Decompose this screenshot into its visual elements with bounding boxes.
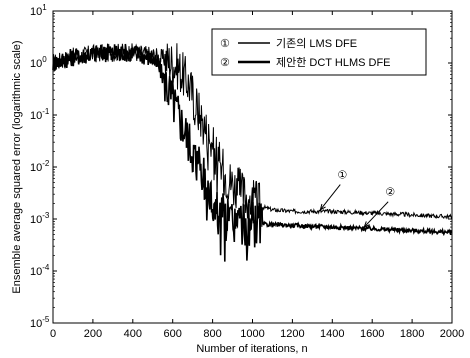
x-tick-label-6: 1200 bbox=[280, 328, 304, 340]
x-tick-label-4: 800 bbox=[203, 328, 221, 340]
annotation-arrowhead-2 bbox=[363, 221, 370, 228]
legend-label-1: 기존의 LMS DFE bbox=[276, 37, 357, 50]
x-tick-label-8: 1600 bbox=[360, 328, 384, 340]
legend-label-2: 제안한 DCT HLMS DFE bbox=[276, 56, 391, 69]
tick-group: 0 200 400 600 800 1000 1200 1400 1600 1800 2000 10-… bbox=[30, 3, 464, 340]
x-tick-label-2: 400 bbox=[124, 328, 142, 340]
y-tick-label-6: 101 bbox=[30, 3, 47, 18]
y-tick-label-5: 100 bbox=[30, 55, 47, 70]
y-tick-label-3: 10-2 bbox=[30, 159, 50, 174]
legend-box bbox=[211, 28, 427, 76]
y-tick-label-4: 10-1 bbox=[30, 107, 50, 122]
annotation-arrow-1 bbox=[319, 184, 341, 211]
x-tick-label-5: 1000 bbox=[240, 328, 264, 340]
x-tick-label-3: 600 bbox=[164, 328, 182, 340]
x-tick-label-7: 1400 bbox=[320, 328, 344, 340]
annotation-group: ①② bbox=[319, 170, 395, 228]
y-tick-label-1: 10-4 bbox=[30, 263, 50, 278]
annotation-label-2: ② bbox=[385, 187, 395, 199]
series-line-1 bbox=[52, 43, 453, 227]
x-axis-label: Number of iterations, n bbox=[196, 343, 307, 355]
series-line-2 bbox=[52, 43, 453, 262]
x-tick-label-9: 1800 bbox=[400, 328, 424, 340]
x-tick-label-10: 2000 bbox=[440, 328, 464, 340]
legend-marker-1: ① bbox=[220, 38, 230, 50]
annotation-arrowhead-1 bbox=[319, 203, 326, 211]
x-tick-label-0: 0 bbox=[50, 328, 56, 340]
legend: ① 기존의 LMS DFE ② 제안한 DCT HLMS DFE bbox=[211, 28, 427, 76]
annotation-label-1: ① bbox=[337, 170, 347, 182]
legend-marker-2: ② bbox=[220, 57, 230, 69]
series-group bbox=[52, 43, 453, 262]
y-tick-label-0: 10-5 bbox=[30, 315, 50, 330]
y-tick-label-2: 10-3 bbox=[30, 211, 50, 226]
x-tick-label-1: 200 bbox=[84, 328, 102, 340]
y-axis-label: Ensemble average squared error (logarith… bbox=[11, 40, 23, 293]
annotation-arrow-2 bbox=[363, 201, 389, 228]
